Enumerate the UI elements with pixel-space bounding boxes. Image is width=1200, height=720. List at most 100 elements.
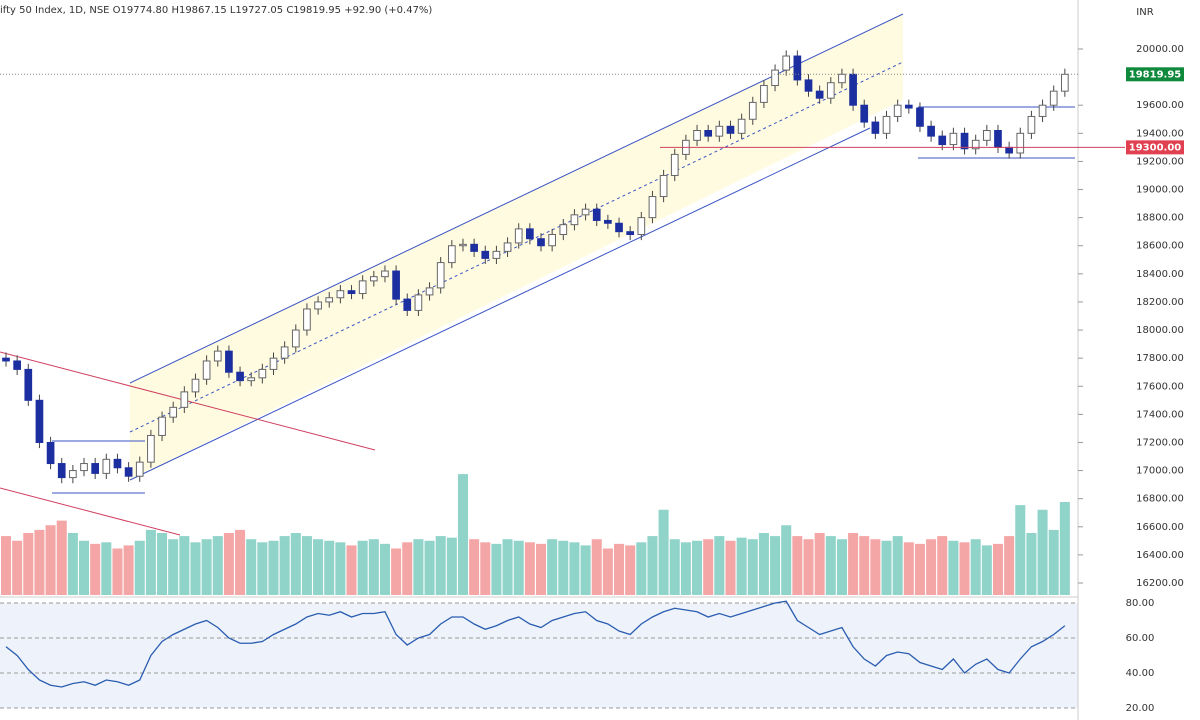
volume-bar xyxy=(0,536,12,595)
volume-bar xyxy=(368,539,379,595)
candle-body xyxy=(13,360,21,370)
volume-bar xyxy=(402,542,413,595)
candle-body xyxy=(80,463,88,472)
rsi-line xyxy=(5,600,1066,688)
candle-body xyxy=(35,399,44,443)
candle-body xyxy=(693,130,701,141)
volume-bar xyxy=(257,542,268,595)
rsi-band xyxy=(0,603,1078,708)
volume-bar xyxy=(881,540,892,595)
volume-bar xyxy=(90,543,101,595)
volume-bar xyxy=(235,529,246,595)
volume-bar xyxy=(101,542,112,595)
candle-body xyxy=(670,153,679,176)
candle-body xyxy=(526,228,534,240)
volume-bar xyxy=(937,536,948,595)
candle-body xyxy=(570,214,579,226)
volume-bar xyxy=(725,540,736,595)
candle-body xyxy=(826,82,835,99)
candle-body xyxy=(1005,146,1013,154)
volume-bar xyxy=(34,529,45,595)
volume-bar xyxy=(513,540,524,595)
y-tick-label: 19600.00 xyxy=(1136,100,1184,111)
candle-body xyxy=(838,73,846,84)
y-tick-label: 18000.00 xyxy=(1136,325,1184,336)
candle-body xyxy=(871,121,880,134)
candle-body xyxy=(280,346,289,359)
volume-bar xyxy=(1026,533,1037,595)
y-tick-label: 18800.00 xyxy=(1136,213,1184,224)
y-tick-label: 18200.00 xyxy=(1136,297,1184,308)
candle-body xyxy=(893,104,902,117)
volume-bar xyxy=(747,539,758,595)
volume-bar xyxy=(246,539,257,595)
volume-bar xyxy=(714,536,725,595)
candle-body xyxy=(69,470,77,479)
candle-body xyxy=(581,208,590,216)
rsi-tick-label: 40.00 xyxy=(1126,668,1155,679)
candle-body xyxy=(236,371,244,382)
candle-body xyxy=(615,222,623,233)
candle-body xyxy=(403,298,412,311)
volume-bar xyxy=(1037,509,1048,595)
candle-body xyxy=(158,416,166,436)
candle-body xyxy=(1061,73,1069,92)
candle-body xyxy=(180,391,189,408)
volume-bar xyxy=(190,542,201,595)
volume-bar xyxy=(658,509,669,595)
candle-body xyxy=(191,378,200,393)
volume-bar xyxy=(1048,529,1059,595)
volume-bar xyxy=(324,540,335,595)
volume-bar xyxy=(614,543,625,595)
volume-bar xyxy=(79,540,90,595)
volume-bar xyxy=(992,543,1003,595)
candle-body xyxy=(1038,104,1047,117)
candle-body xyxy=(949,132,958,146)
candle-body xyxy=(938,135,947,146)
volume-bar xyxy=(168,539,179,595)
volume-bar xyxy=(948,540,959,595)
candle-body xyxy=(904,104,913,109)
volume-bar xyxy=(23,533,34,595)
candle-body xyxy=(113,458,122,469)
y-tick-label: 19200.00 xyxy=(1136,156,1184,167)
candle-body xyxy=(213,350,222,362)
volume-bar xyxy=(134,540,145,595)
volume-bar xyxy=(502,539,513,595)
candle-body xyxy=(793,55,802,81)
candle-body xyxy=(715,125,724,137)
volume-bar xyxy=(313,539,324,595)
candle-body xyxy=(771,69,779,87)
volume-bar xyxy=(446,537,457,595)
volume-bar xyxy=(602,548,613,595)
candle-body xyxy=(225,350,233,373)
candle-body xyxy=(760,85,768,103)
candle-body xyxy=(269,357,278,370)
candle-body xyxy=(782,55,791,71)
candle-body xyxy=(648,196,657,219)
volume-bar xyxy=(424,540,435,595)
candle-body xyxy=(169,406,178,418)
volume-bar xyxy=(547,539,558,595)
y-tick-label: 17600.00 xyxy=(1136,381,1184,392)
candle-body xyxy=(447,245,456,264)
volume-bar xyxy=(569,542,580,595)
candle-body xyxy=(247,377,256,382)
volume-bar xyxy=(1015,505,1026,595)
candle-body xyxy=(514,228,523,244)
level-badge xyxy=(1126,140,1184,155)
candle-body xyxy=(381,270,389,278)
channel-lower xyxy=(129,127,871,481)
candle-body xyxy=(626,231,635,235)
volume-bar xyxy=(580,545,591,595)
candle-body xyxy=(392,270,400,300)
y-tick-label: 17000.00 xyxy=(1136,466,1184,477)
volume-bar xyxy=(803,539,814,595)
volume-bar xyxy=(926,539,937,595)
volume-bar xyxy=(970,539,981,595)
candle-body xyxy=(291,329,300,348)
chart-title: ifty 50 Index, 1D, NSE O19774.80 H19867.… xyxy=(0,5,432,16)
y-tick-label: 17400.00 xyxy=(1136,409,1184,420)
candle-body xyxy=(2,357,10,362)
volume-bar xyxy=(480,542,491,595)
